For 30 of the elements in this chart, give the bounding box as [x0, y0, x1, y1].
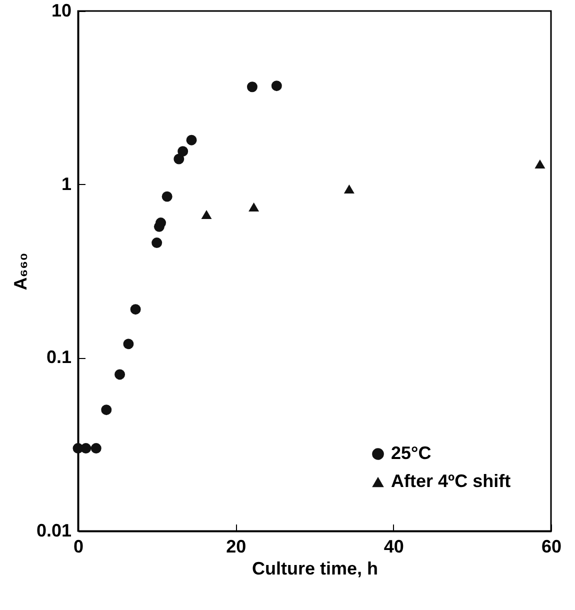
x-tick-label: 60 — [541, 536, 562, 556]
y-tick-label: 0.01 — [36, 520, 72, 540]
point — [201, 210, 212, 220]
point — [114, 369, 126, 380]
legend-label: 25°C — [391, 443, 432, 463]
point — [152, 238, 162, 248]
x-tick-label: 20 — [226, 536, 246, 556]
x-tick-label: 40 — [384, 536, 404, 556]
legend-label: After 4ºC shift — [391, 471, 511, 491]
y-axis-title: A₆₆₀ — [10, 252, 30, 290]
y-tick-label: 10 — [51, 0, 72, 20]
point — [271, 80, 282, 92]
point — [123, 338, 134, 350]
point — [162, 191, 172, 202]
y-tick-label: 0.1 — [46, 347, 72, 368]
point — [248, 202, 260, 212]
point — [130, 304, 141, 315]
point — [344, 184, 354, 194]
point — [80, 443, 92, 454]
point — [174, 154, 184, 164]
point — [534, 159, 546, 169]
point — [101, 404, 112, 416]
point — [90, 443, 102, 454]
point — [246, 82, 258, 92]
y-tick-label: 1 — [61, 174, 72, 194]
point — [186, 134, 197, 146]
x-axis-title: Culture time, h — [252, 558, 378, 578]
point — [178, 146, 188, 157]
x-tick-label: 0 — [73, 536, 84, 556]
point — [156, 218, 166, 228]
